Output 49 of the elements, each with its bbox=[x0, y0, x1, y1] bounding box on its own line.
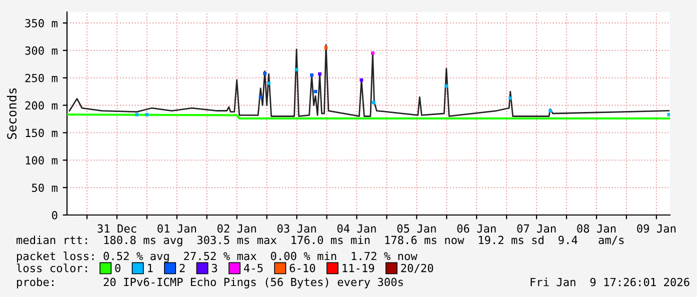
x-tick-label: 31 Dec bbox=[98, 224, 136, 233]
x-tick-label: 01 Jan bbox=[158, 224, 196, 233]
x-tick-label: 03 Jan bbox=[277, 224, 316, 233]
legend-label: 11-19 bbox=[342, 264, 374, 272]
x-tick-label: 09 Jan bbox=[637, 224, 676, 233]
x-tick-label: 02 Jan bbox=[217, 224, 256, 233]
text: probe: 20 IPv6-ICMP Echo Pings (56 Bytes) every 300s bbox=[17, 278, 403, 288]
y-tick-label: 100 m bbox=[26, 156, 58, 165]
text: packet loss: 0.52 % avg 27.52 % max 0.00 % min 1.72 % now bbox=[17, 252, 418, 262]
point bbox=[548, 109, 552, 112]
legend-label: 1 bbox=[148, 264, 153, 272]
y-tick-label: 350 m bbox=[25, 18, 58, 28]
point bbox=[667, 112, 670, 116]
legend-label: 6-10 bbox=[290, 264, 316, 272]
x-tick-label: 08 Jan bbox=[577, 224, 616, 233]
legend-title: loss color: bbox=[16, 264, 87, 272]
y-tick-label: 50 m bbox=[32, 184, 58, 192]
y-tick-label: 0 bbox=[52, 211, 58, 220]
line-series bbox=[68, 44, 670, 117]
y-axis-title: Seconds bbox=[6, 88, 17, 139]
point bbox=[508, 96, 512, 100]
legend-label: 4-5 bbox=[244, 264, 263, 272]
point bbox=[267, 82, 271, 86]
legend-label: 20/20 bbox=[401, 264, 434, 274]
x-tick-label: 06 Jan bbox=[457, 224, 496, 233]
point bbox=[258, 95, 262, 99]
point bbox=[145, 112, 149, 116]
y-tick-label: 200 m bbox=[25, 101, 58, 110]
x-tick-label: 05 Jan bbox=[397, 224, 436, 233]
y-tick-label: 150 m bbox=[26, 128, 58, 138]
x-tick-label: 07 Jan bbox=[517, 224, 556, 233]
point bbox=[135, 112, 139, 116]
legend-label: 0 bbox=[115, 264, 120, 272]
point bbox=[318, 72, 322, 76]
point bbox=[314, 90, 318, 94]
point bbox=[371, 51, 374, 55]
point bbox=[263, 72, 267, 76]
y-tick-label: 300 m bbox=[25, 46, 58, 55]
point bbox=[372, 100, 376, 104]
x-tick-label: 04 Jan bbox=[337, 224, 376, 233]
text: median rtt: 180.8 ms avg 303.5 ms max 176.0 ms min 178.6 ms now 19.2 ms sd 9.4 am/s bbox=[16, 236, 624, 246]
y-tick-label: 250 m bbox=[25, 74, 58, 82]
text: Fri Jan 9 17:26:01 2026 bbox=[530, 278, 690, 286]
point bbox=[310, 73, 314, 77]
legend-label: 2 bbox=[180, 264, 185, 272]
point bbox=[444, 84, 448, 88]
point bbox=[294, 68, 298, 72]
legend-label: 3 bbox=[212, 264, 218, 272]
point bbox=[324, 46, 328, 50]
